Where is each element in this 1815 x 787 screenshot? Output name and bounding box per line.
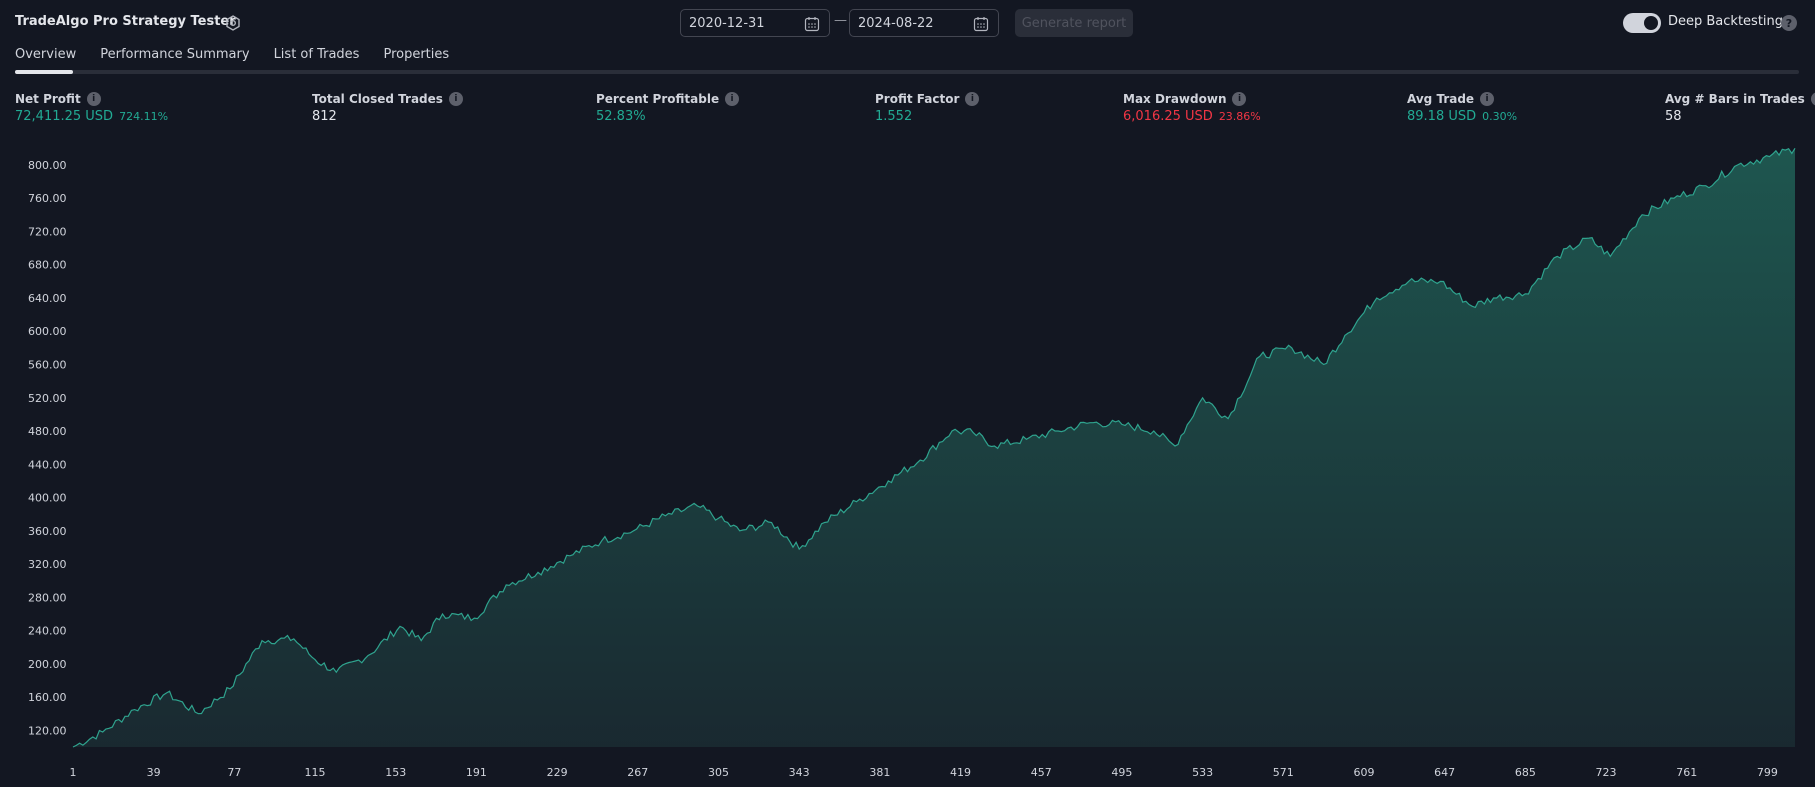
tab-overview[interactable]: Overview — [15, 47, 77, 62]
x-tick-label: 723 — [1596, 766, 1617, 779]
y-tick-label: 400.00 — [28, 492, 67, 505]
x-tick-label: 761 — [1676, 766, 1697, 779]
tab-performance-summary[interactable]: Performance Summary — [100, 47, 250, 62]
toolbar: TradeAlgo Pro Strategy Tester — Generate… — [0, 0, 1815, 46]
info-icon[interactable]: i — [965, 92, 980, 106]
tab-underline-track — [15, 70, 1799, 74]
info-icon[interactable]: i — [448, 92, 463, 106]
calendar-icon[interactable] — [803, 15, 821, 33]
deep-backtesting-toggle[interactable] — [1623, 13, 1661, 33]
gear-icon[interactable] — [224, 14, 242, 32]
y-tick-label: 440.00 — [28, 458, 67, 471]
metric-value: 6,016.25 USD — [1123, 109, 1213, 124]
y-tick-label: 200.00 — [28, 658, 67, 671]
metric-sub: 23.86% — [1218, 110, 1261, 123]
y-tick-label: 680.00 — [28, 259, 67, 272]
x-tick-label: 609 — [1353, 766, 1374, 779]
tab-properties[interactable]: Properties — [383, 47, 450, 62]
y-tick-label: 320.00 — [28, 558, 67, 571]
metric-profit-factor: Profit Factor i 1.552 — [875, 92, 980, 124]
plot-area — [72, 147, 1796, 748]
help-icon[interactable]: ? — [1781, 15, 1797, 31]
calendar-icon[interactable] — [972, 15, 990, 33]
metric-label: Avg Trade — [1407, 92, 1475, 106]
tab-bar: Overview Performance Summary List of Tra… — [15, 47, 449, 69]
x-tick-label: 115 — [305, 766, 326, 779]
x-tick-label: 153 — [385, 766, 406, 779]
app-title: TradeAlgo Pro Strategy Tester — [15, 14, 236, 29]
date-separator: — — [834, 13, 847, 28]
start-date-input[interactable] — [689, 15, 799, 31]
x-tick-label: 191 — [466, 766, 487, 779]
y-tick-label: 360.00 — [28, 525, 67, 538]
y-tick-label: 640.00 — [28, 292, 67, 305]
x-tick-label: 343 — [789, 766, 810, 779]
y-tick-label: 160.00 — [28, 691, 67, 704]
info-icon[interactable]: i — [1810, 92, 1815, 106]
y-tick-label: 280.00 — [28, 591, 67, 604]
metric-label: Profit Factor — [875, 92, 960, 106]
y-tick-label: 600.00 — [28, 325, 67, 338]
y-tick-label: 480.00 — [28, 425, 67, 438]
x-tick-label: 457 — [1031, 766, 1052, 779]
metric-value: 89.18 USD — [1407, 109, 1477, 124]
x-tick-label: 419 — [950, 766, 971, 779]
start-date-field[interactable] — [680, 9, 830, 37]
metric-label: Avg # Bars in Trades — [1665, 92, 1805, 106]
equity-line — [72, 147, 1796, 748]
y-tick-label: 120.00 — [28, 724, 67, 737]
x-tick-label: 381 — [869, 766, 890, 779]
tab-list-of-trades[interactable]: List of Trades — [273, 47, 360, 62]
x-tick-label: 571 — [1273, 766, 1294, 779]
metric-value: 1.552 — [875, 109, 913, 124]
metric-label: Percent Profitable — [596, 92, 720, 106]
metric-sub: 724.11% — [119, 110, 169, 123]
metric-max-drawdown: Max Drawdown i 6,016.25 USD 23.86% — [1123, 92, 1261, 124]
equity-chart[interactable]: 120.00 160.00 200.00 240.00 280.00 320.00 360.… — [0, 140, 1815, 787]
end-date-field[interactable] — [849, 9, 999, 37]
x-tick-label: 267 — [627, 766, 648, 779]
metric-label: Total Closed Trades — [312, 92, 443, 106]
toggle-knob — [1644, 16, 1658, 30]
info-icon[interactable]: i — [725, 92, 740, 106]
x-tick-label: 533 — [1192, 766, 1213, 779]
metric-total-closed-trades: Total Closed Trades i 812 — [312, 92, 463, 124]
x-tick-label: 495 — [1111, 766, 1132, 779]
metric-label: Net Profit — [15, 92, 81, 106]
x-tick-label: 1 — [70, 766, 77, 779]
metric-percent-profitable: Percent Profitable i 52.83% — [596, 92, 740, 124]
tab-active-indicator — [15, 70, 73, 74]
metric-avg-trade: Avg Trade i 89.18 USD 0.30% — [1407, 92, 1517, 124]
generate-report-button[interactable]: Generate report — [1015, 9, 1133, 37]
y-tick-label: 560.00 — [28, 359, 67, 372]
y-tick-label: 720.00 — [28, 225, 67, 238]
y-tick-label: 800.00 — [28, 159, 67, 172]
y-tick-label: 240.00 — [28, 625, 67, 638]
x-tick-label: 305 — [708, 766, 729, 779]
y-tick-label: 760.00 — [28, 192, 67, 205]
x-tick-label: 229 — [547, 766, 568, 779]
y-axis: 120.00 160.00 200.00 240.00 280.00 320.00 360.… — [28, 159, 67, 737]
metric-value: 52.83% — [596, 109, 646, 124]
metric-value: 812 — [312, 109, 337, 124]
x-tick-label: 647 — [1434, 766, 1455, 779]
x-tick-label: 77 — [227, 766, 241, 779]
info-icon[interactable]: i — [1232, 92, 1247, 106]
metric-label: Max Drawdown — [1123, 92, 1227, 106]
info-icon[interactable]: i — [1480, 92, 1495, 106]
x-tick-label: 799 — [1757, 766, 1778, 779]
metric-value: 72,411.25 USD — [15, 109, 114, 124]
x-tick-label: 685 — [1515, 766, 1536, 779]
end-date-input[interactable] — [858, 15, 968, 31]
y-tick-label: 520.00 — [28, 392, 67, 405]
metric-net-profit: Net Profit i 72,411.25 USD 724.11% — [15, 92, 168, 124]
metric-avg-bars-in-trades: Avg # Bars in Trades i 58 — [1665, 92, 1815, 124]
info-icon[interactable]: i — [86, 92, 101, 106]
metric-sub: 0.30% — [1482, 110, 1518, 123]
x-axis: 1 39 77 115 153 191 229 267 305 343 381 419 457 495 53… — [70, 766, 1778, 779]
x-tick-label: 39 — [147, 766, 161, 779]
deep-backtesting-label: Deep Backtesting — [1668, 14, 1784, 29]
metric-value: 58 — [1665, 109, 1682, 124]
